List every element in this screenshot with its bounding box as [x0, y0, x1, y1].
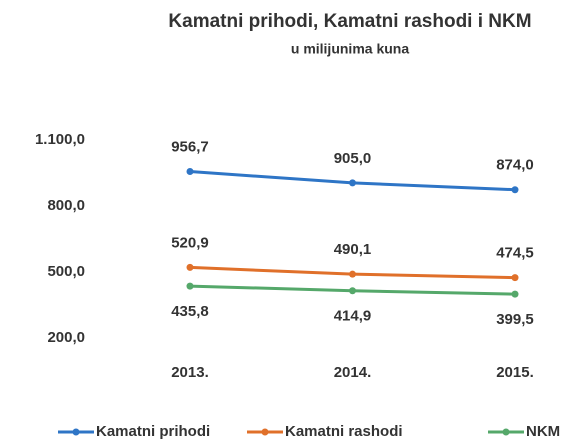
legend-marker: [72, 428, 80, 436]
x-tick-label: 2015.: [496, 364, 534, 381]
data-point: [186, 168, 194, 176]
legend-label: Kamatni rashodi: [285, 423, 403, 440]
legend-marker: [261, 428, 269, 436]
data-point: [186, 282, 194, 290]
data-label: 905,0: [334, 150, 372, 167]
data-label: 474,5: [496, 245, 534, 262]
x-tick-label: 2013.: [171, 364, 209, 381]
legend-marker: [502, 428, 510, 436]
y-tick-label: 200,0: [47, 329, 85, 346]
data-label: 414,9: [334, 308, 372, 325]
legend-label: Kamatni prihodi: [96, 423, 210, 440]
data-label: 399,5: [496, 311, 534, 328]
data-point: [186, 263, 194, 271]
data-label: 520,9: [171, 234, 209, 251]
legend-label: NKM: [526, 423, 560, 440]
x-tick-label: 2014.: [334, 364, 372, 381]
chart-subtitle: u milijunima kuna: [291, 41, 409, 57]
data-point: [511, 290, 519, 298]
chart-title: Kamatni prihodi, Kamatni rashodi i NKM: [168, 11, 531, 32]
data-point: [349, 287, 356, 295]
data-label: 956,7: [171, 138, 209, 155]
data-point: [511, 186, 519, 194]
data-label: 490,1: [334, 241, 372, 258]
data-label: 435,8: [171, 303, 209, 320]
data-label: 874,0: [496, 157, 534, 174]
y-tick-label: 500,0: [47, 263, 85, 280]
y-tick-label: 1.100,0: [35, 131, 85, 148]
data-point: [349, 179, 356, 187]
data-point: [349, 270, 356, 278]
y-tick-label: 800,0: [47, 197, 85, 214]
data-point: [511, 274, 519, 282]
